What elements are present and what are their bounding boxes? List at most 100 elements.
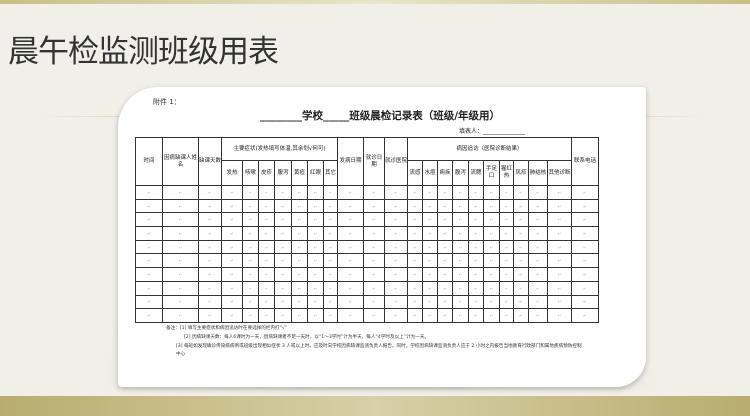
table-cell[interactable]: ↵ [571,294,599,310]
table-cell[interactable]: ↵ [528,198,548,214]
table-cell[interactable]: ↵ [258,294,275,310]
table-cell[interactable]: ↵ [242,294,259,310]
table-cell[interactable]: ↵ [258,226,275,241]
table-cell[interactable]: ↵ [407,212,423,228]
table-cell[interactable]: ↵ [528,185,548,200]
table-cell[interactable]: ↵ [547,267,572,282]
table-cell[interactable]: ↵ [221,198,243,214]
table-cell[interactable]: ↵ [437,226,453,241]
table-cell[interactable]: ↵ [571,198,599,214]
table-cell[interactable]: ↵ [363,226,385,241]
table-cell[interactable]: ↵ [198,198,222,214]
table-cell[interactable]: ↵ [468,280,484,296]
table-cell[interactable]: ↵ [384,212,408,228]
table-cell[interactable]: ↵ [513,185,529,200]
table-cell[interactable]: ↵ [483,198,500,214]
table-cell[interactable]: ↵ [337,198,364,214]
table-cell[interactable]: ↵ [337,185,364,200]
table-cell[interactable]: ↵ [337,212,364,228]
table-cell[interactable]: ↵ [242,212,259,228]
table-cell[interactable]: ↵ [422,253,438,269]
table-cell[interactable]: ↵ [258,280,275,296]
table-cell[interactable]: ↵ [198,267,222,282]
table-cell[interactable]: ↵ [162,226,199,241]
table-cell[interactable]: ↵ [135,280,163,296]
table-cell[interactable]: ↵ [513,212,529,228]
table-cell[interactable]: ↵ [135,308,163,323]
table-cell[interactable]: ↵ [274,226,292,241]
table-cell[interactable]: ↵ [323,308,338,323]
table-cell[interactable]: ↵ [407,253,423,269]
table-cell[interactable]: ↵ [468,185,484,200]
table-cell[interactable]: ↵ [499,212,514,228]
table-cell[interactable]: ↵ [468,239,484,255]
table-cell[interactable]: ↵ [323,253,338,269]
table-cell[interactable]: ↵ [242,280,259,296]
table-cell[interactable]: ↵ [274,198,292,214]
table-cell[interactable]: ↵ [468,212,484,228]
table-cell[interactable]: ↵ [323,212,338,228]
table-cell[interactable]: ↵ [407,185,423,200]
table-cell[interactable]: ↵ [483,212,500,228]
table-cell[interactable]: ↵ [363,294,385,310]
table-cell[interactable]: ↵ [258,198,275,214]
table-cell[interactable]: ↵ [162,308,199,323]
table-cell[interactable]: ↵ [528,294,548,310]
table-cell[interactable]: ↵ [452,226,469,241]
table-cell[interactable]: ↵ [198,239,222,255]
table-cell[interactable]: ↵ [571,267,599,282]
table-cell[interactable]: ↵ [242,308,259,323]
table-cell[interactable]: ↵ [242,198,259,214]
table-cell[interactable]: ↵ [221,212,243,228]
table-cell[interactable]: ↵ [422,198,438,214]
table-cell[interactable]: ↵ [547,226,572,241]
table-cell[interactable]: ↵ [221,253,243,269]
table-cell[interactable]: ↵ [274,212,292,228]
table-cell[interactable]: ↵ [307,212,324,228]
table-cell[interactable]: ↵ [135,267,163,282]
table-cell[interactable]: ↵ [291,280,308,296]
table-cell[interactable]: ↵ [437,280,453,296]
table-cell[interactable]: ↵ [483,280,500,296]
table-cell[interactable]: ↵ [274,239,292,255]
table-cell[interactable]: ↵ [499,267,514,282]
table-cell[interactable]: ↵ [291,185,308,200]
table-cell[interactable]: ↵ [422,185,438,200]
table-cell[interactable]: ↵ [291,239,308,255]
table-cell[interactable]: ↵ [547,239,572,255]
table-cell[interactable]: ↵ [571,280,599,296]
table-cell[interactable]: ↵ [468,267,484,282]
table-cell[interactable]: ↵ [384,294,408,310]
table-cell[interactable]: ↵ [571,212,599,228]
table-cell[interactable]: ↵ [135,212,163,228]
table-cell[interactable]: ↵ [363,280,385,296]
table-cell[interactable]: ↵ [407,198,423,214]
table-cell[interactable]: ↵ [422,308,438,323]
table-cell[interactable]: ↵ [363,212,385,228]
table-cell[interactable]: ↵ [528,253,548,269]
table-cell[interactable]: ↵ [384,185,408,200]
table-cell[interactable]: ↵ [337,280,364,296]
table-cell[interactable]: ↵ [384,308,408,323]
table-cell[interactable]: ↵ [323,226,338,241]
table-cell[interactable]: ↵ [437,294,453,310]
table-cell[interactable]: ↵ [162,267,199,282]
table-cell[interactable]: ↵ [437,198,453,214]
table-cell[interactable]: ↵ [499,198,514,214]
table-cell[interactable]: ↵ [547,294,572,310]
table-cell[interactable]: ↵ [221,308,243,323]
table-cell[interactable]: ↵ [422,280,438,296]
table-cell[interactable]: ↵ [307,267,324,282]
table-cell[interactable]: ↵ [407,294,423,310]
table-cell[interactable]: ↵ [198,253,222,269]
table-cell[interactable]: ↵ [499,280,514,296]
table-cell[interactable]: ↵ [221,239,243,255]
table-cell[interactable]: ↵ [513,253,529,269]
table-cell[interactable]: ↵ [483,294,500,310]
table-cell[interactable]: ↵ [528,280,548,296]
table-cell[interactable]: ↵ [499,253,514,269]
table-cell[interactable]: ↵ [452,185,469,200]
table-cell[interactable]: ↵ [452,267,469,282]
table-cell[interactable]: ↵ [528,226,548,241]
table-cell[interactable]: ↵ [483,226,500,241]
